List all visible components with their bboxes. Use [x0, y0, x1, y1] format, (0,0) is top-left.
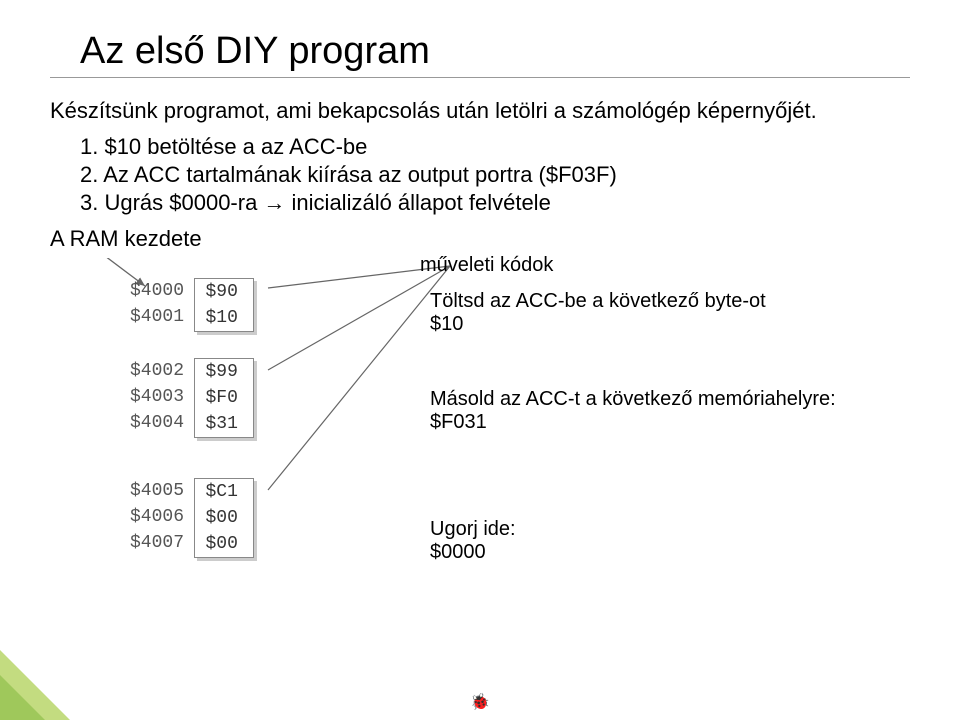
slide-title: Az első DIY program	[80, 30, 910, 73]
ram-start-label: A RAM kezdete	[50, 226, 910, 252]
addr-cell: $4007	[130, 530, 184, 556]
addr-cell: $4000	[130, 278, 184, 304]
intro-text: Készítsünk programot, ami bekapcsolás ut…	[50, 98, 910, 124]
value-cell: $31	[195, 411, 253, 437]
annotation-text: Másold az ACC-t a következő memóriahelyr…	[430, 388, 850, 411]
addr-cell: $4001	[130, 304, 184, 330]
addr-col: $4000 $4001	[130, 278, 184, 330]
annotation-load: Töltsd az ACC-be a következő byte-ot $10	[430, 290, 830, 336]
value-box: $99 $F0 $31	[194, 358, 254, 438]
value-box: $C1 $00 $00	[194, 478, 254, 558]
step-item: 2. Az ACC tartalmának kiírása az output …	[80, 162, 910, 188]
title-rule	[50, 77, 910, 78]
memory-diagram: $4000 $4001 $90 $10 $4002 $4003 $4004 $9…	[50, 258, 910, 648]
annotation-store: Másold az ACC-t a következő memóriahelyr…	[430, 388, 850, 434]
addr-col: $4002 $4003 $4004	[130, 358, 184, 436]
addr-cell: $4006	[130, 504, 184, 530]
annotation-text: $10	[430, 313, 830, 336]
addr-cell: $4002	[130, 358, 184, 384]
memory-group-2: $4002 $4003 $4004 $99 $F0 $31	[130, 358, 254, 438]
steps-list: 1. $10 betöltése a az ACC-be 2. Az ACC t…	[80, 134, 910, 216]
value-cell: $10	[195, 305, 253, 331]
value-cell: $00	[195, 531, 253, 557]
value-cell: $00	[195, 505, 253, 531]
corner-decoration	[0, 650, 70, 720]
annotation-text: $F031	[430, 411, 850, 434]
annotation-jump: Ugorj ide: $0000	[430, 518, 730, 564]
value-cell: $90	[195, 279, 253, 305]
addr-cell: $4004	[130, 410, 184, 436]
addr-cell: $4003	[130, 384, 184, 410]
step-item: 1. $10 betöltése a az ACC-be	[80, 134, 910, 160]
annotation-text: Ugorj ide:	[430, 518, 730, 541]
step-item: 3. Ugrás $0000-ra → inicializáló állapot…	[80, 190, 910, 216]
annotation-text: $0000	[430, 541, 730, 564]
addr-cell: $4005	[130, 478, 184, 504]
slide: Az első DIY program Készítsünk programot…	[0, 0, 960, 720]
value-box: $90 $10	[194, 278, 254, 332]
value-cell: $C1	[195, 479, 253, 505]
value-cell: $99	[195, 359, 253, 385]
annotation-text: Töltsd az ACC-be a következő byte-ot	[430, 290, 830, 313]
memory-group-3: $4005 $4006 $4007 $C1 $00 $00	[130, 478, 254, 558]
memory-group-1: $4000 $4001 $90 $10	[130, 278, 254, 332]
value-cell: $F0	[195, 385, 253, 411]
addr-col: $4005 $4006 $4007	[130, 478, 184, 556]
opcodes-label: műveleti kódok	[420, 254, 553, 277]
ladybug-icon: 🐞	[470, 692, 490, 712]
